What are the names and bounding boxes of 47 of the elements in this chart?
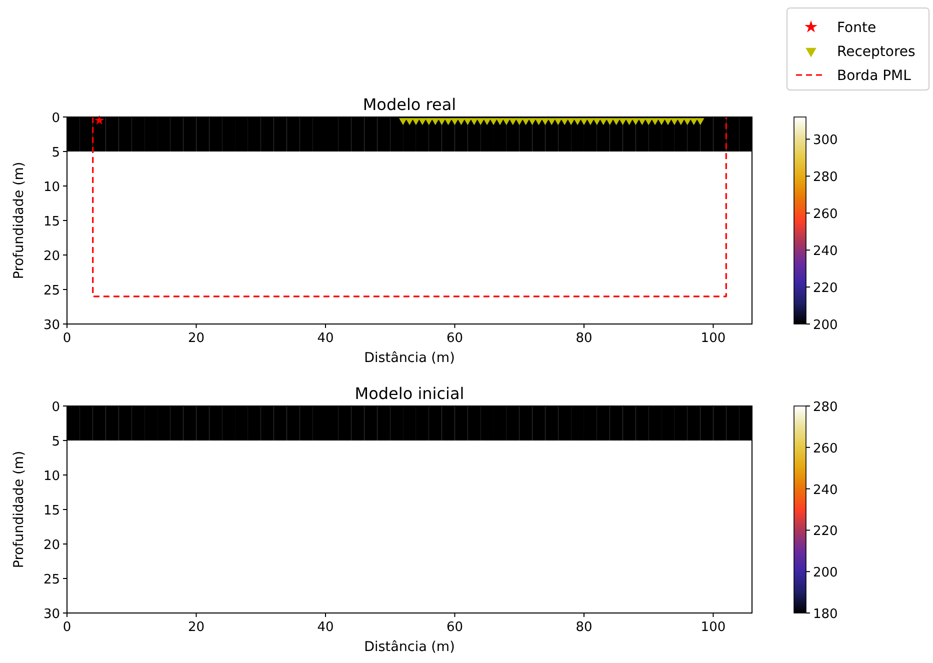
x-tick-label: 100 xyxy=(700,331,726,346)
x-tick-label: 0 xyxy=(62,331,72,346)
y-tick-label: 15 xyxy=(43,504,60,518)
y-tick-label: 15 xyxy=(43,214,60,230)
y-axis-title: Profundidade (m) xyxy=(11,450,27,568)
color-bar-label: 240 xyxy=(813,482,838,498)
y-tick-label: 20 xyxy=(43,249,60,264)
y-tick-label: 10 xyxy=(43,469,60,484)
y-tick-label: 30 xyxy=(43,318,60,333)
x-tick-label: 60 xyxy=(446,331,464,346)
x-tick-label: 20 xyxy=(188,331,205,346)
y-tick-label: 0 xyxy=(52,400,60,415)
color-bar-label: 260 xyxy=(813,207,838,222)
color-bar-label: 280 xyxy=(813,400,838,415)
x-tick-label: 20 xyxy=(188,620,205,635)
color-bar-label: 300 xyxy=(813,133,838,148)
y-tick-label: 20 xyxy=(43,538,60,553)
x-tick-label: 0 xyxy=(62,620,72,635)
color-bar-label: 180 xyxy=(813,607,838,622)
chart-title: Modelo inicial xyxy=(354,384,464,403)
chart-title: Modelo real xyxy=(362,95,456,114)
x-axis-title: Distância (m) xyxy=(364,350,455,366)
x-tick-label: 40 xyxy=(317,331,334,346)
legend-label: Fonte xyxy=(837,20,876,36)
color-bar-label: 280 xyxy=(813,170,838,186)
color-bar-label: 260 xyxy=(813,441,838,456)
y-tick-label: 5 xyxy=(52,146,60,160)
x-tick-label: 40 xyxy=(317,620,334,635)
y-tick-label: 5 xyxy=(52,434,60,450)
x-tick-label: 80 xyxy=(576,620,592,635)
x-tick-label: 100 xyxy=(700,620,726,635)
color-bar-label: 200 xyxy=(813,318,838,333)
color-bar-label: 240 xyxy=(813,244,838,260)
x-tick-label: 80 xyxy=(576,331,592,346)
y-axis-title: Profundidade (m) xyxy=(11,162,27,280)
y-tick-label: 25 xyxy=(43,284,60,298)
color-bar-label: 200 xyxy=(813,566,838,581)
legend-label: Receptores xyxy=(837,44,916,60)
y-tick-label: 25 xyxy=(43,572,60,588)
y-tick-label: 0 xyxy=(52,111,60,126)
color-bar-label: 220 xyxy=(813,524,838,540)
y-tick-label: 10 xyxy=(43,180,60,195)
color-bar-label: 220 xyxy=(813,281,838,296)
y-tick-label: 30 xyxy=(43,607,60,622)
legend-label: Borda PML xyxy=(837,68,912,84)
x-tick-label: 60 xyxy=(446,620,464,635)
x-axis-title: Distância (m) xyxy=(364,639,455,655)
